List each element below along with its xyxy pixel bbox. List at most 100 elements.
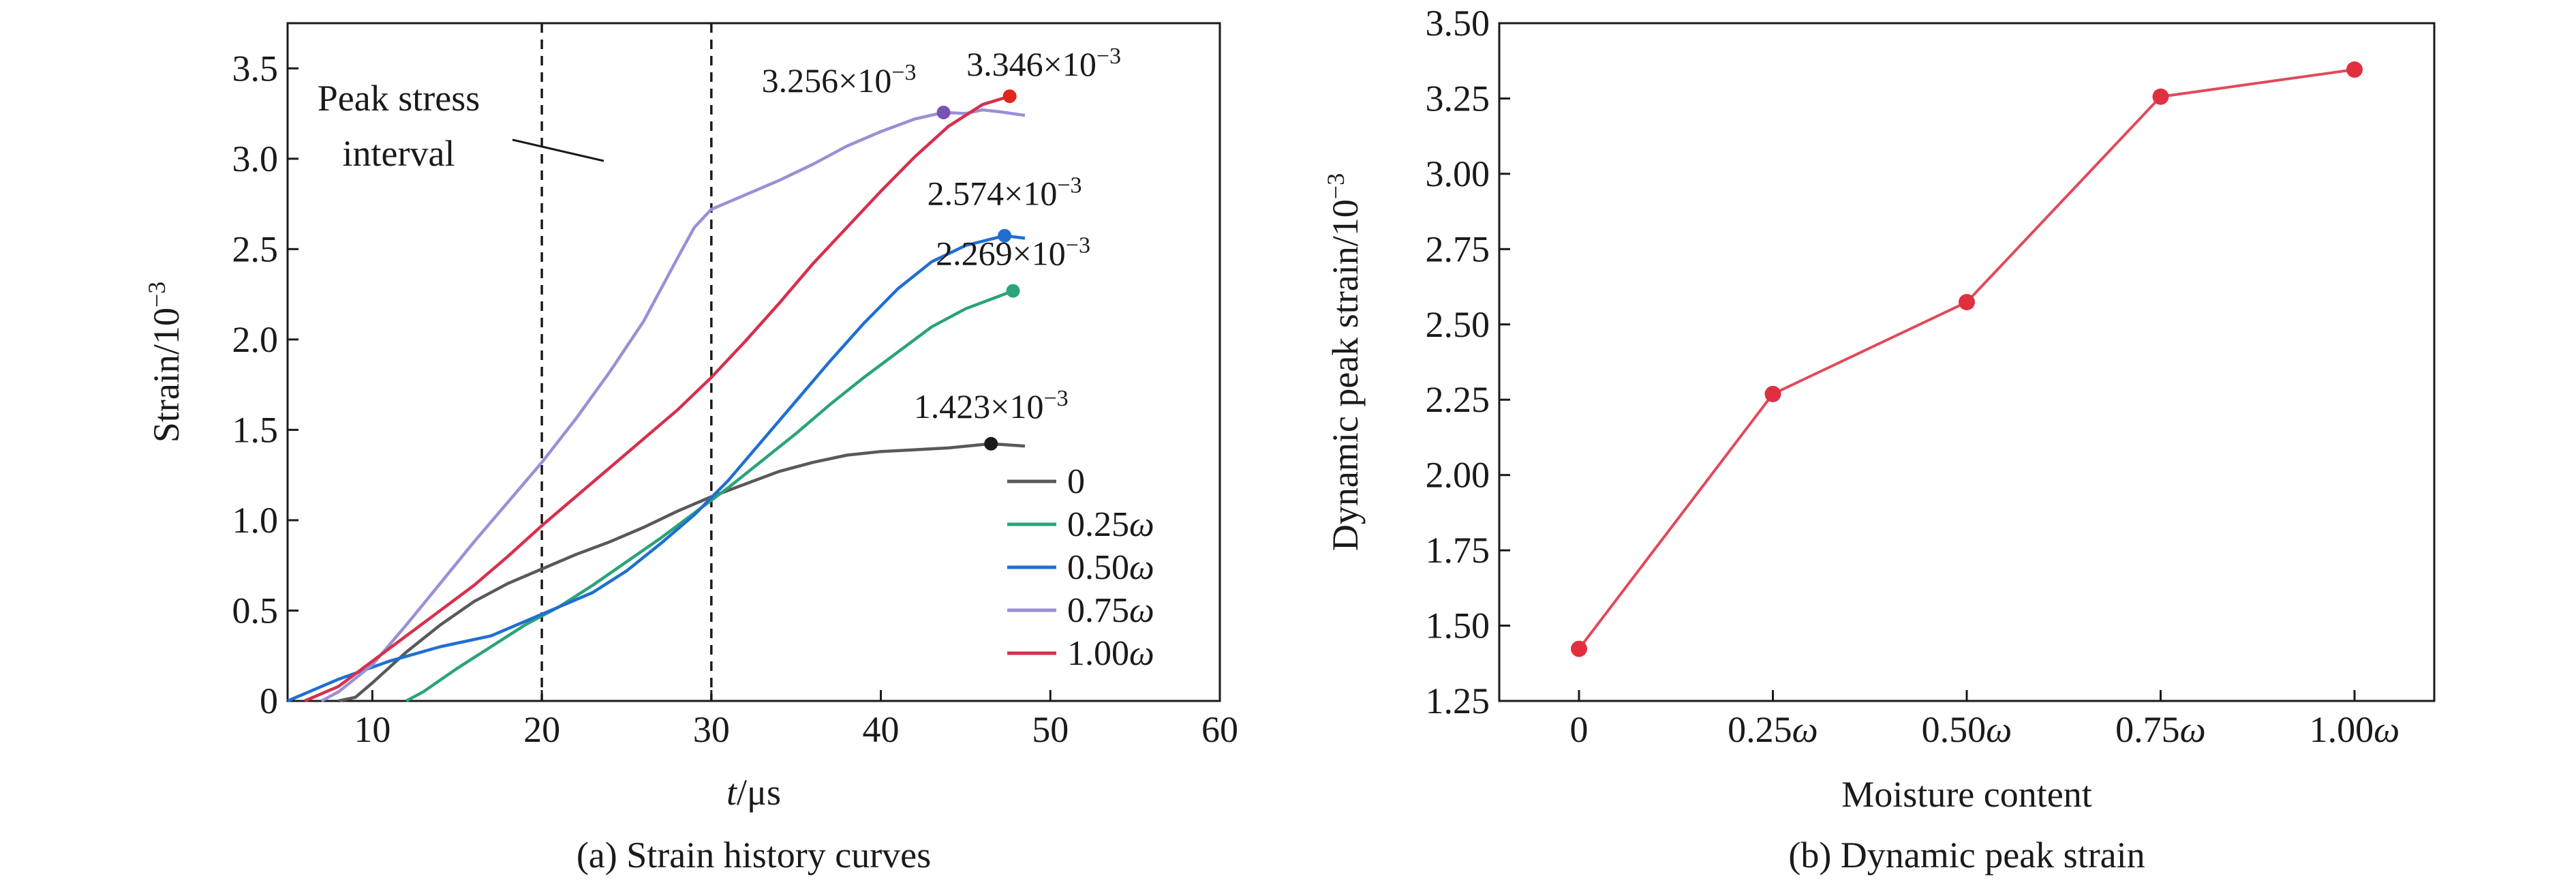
x-tick-label-value: 1.00 xyxy=(2310,709,2374,750)
peak-stress-interval-lines xyxy=(540,23,713,701)
chart-a-frame xyxy=(286,22,1221,702)
y-tick-label: 0.5 xyxy=(232,590,279,631)
y-tick-label: 3.25 xyxy=(1426,78,1490,119)
interval-leader-line xyxy=(512,138,604,162)
chart-b-ticks: 1.25 1.50 1.75 2.00 2.25 2.50 2.75 3.00 3.25 3.50… xyxy=(1426,3,2400,750)
chart-a-caption: (a) Strain history curves xyxy=(577,835,931,875)
chart-a-x-axis-label: t/μs xyxy=(726,772,781,813)
x-axis-label-variable: t xyxy=(726,772,738,813)
strain-history-chart: 10 20 30 40 50 60 0 0.5 1.0 1.5 2.0 2.5 3.0 3.5 1.423… xyxy=(143,22,1239,875)
chart-b-caption: (b) Dynamic peak strain xyxy=(1788,835,2145,875)
peak-marker xyxy=(1006,284,1020,298)
chart-a-ticks: 10 20 30 40 50 60 0 0.5 1.0 1.5 2.0 2.5 3.0 3.5 xyxy=(232,48,1239,750)
peak-label-exponent: −3 xyxy=(891,59,916,85)
y-axis-label-text: Dynamic peak strain/10 xyxy=(1325,199,1366,551)
chart-b-x-axis-label: Moisture content xyxy=(1841,774,2091,815)
peak-label: 2.574×10−3 xyxy=(927,173,1082,213)
y-tick-label: 2.0 xyxy=(232,319,279,360)
y-tick-label: 1.25 xyxy=(1426,680,1490,721)
peak-label-exponent: −3 xyxy=(1057,173,1082,198)
y-tick-label: 2.25 xyxy=(1426,379,1490,420)
legend-label-symbol: ω xyxy=(1129,591,1154,630)
y-axis-label-text: Strain/10 xyxy=(146,308,187,443)
peak-label: 3.346×10−3 xyxy=(966,44,1121,84)
peak-strain-point xyxy=(1764,385,1781,402)
peak-strain-markers xyxy=(1571,61,2363,657)
y-tick-label: 1.5 xyxy=(232,409,279,450)
x-tick-label: 10 xyxy=(354,709,390,750)
peak-label-value: 1.423×10 xyxy=(914,387,1044,425)
y-tick-label: 1.75 xyxy=(1426,530,1490,571)
legend-label-symbol: ω xyxy=(1129,634,1154,673)
x-axis-label-unit: /μs xyxy=(737,772,781,813)
y-tick-label: 1.0 xyxy=(232,500,279,541)
legend-label: 0 xyxy=(1067,462,1085,501)
legend-label-value: 0.50 xyxy=(1067,548,1129,587)
legend-label: 1.00ω xyxy=(1067,634,1154,673)
interval-label-line1: Peak stress xyxy=(318,78,480,119)
peak-marker xyxy=(936,105,951,119)
x-tick-label-symbol: ω xyxy=(1986,709,2012,750)
peak-label-exponent: −3 xyxy=(1066,233,1090,258)
legend-label-symbol: ω xyxy=(1129,548,1154,587)
x-tick-label-value: 0.75 xyxy=(2115,709,2180,750)
x-tick-label: 0 xyxy=(1570,709,1589,750)
x-tick-label: 0.25ω xyxy=(1728,709,1818,750)
x-tick-label-value: 0 xyxy=(1570,709,1589,750)
x-tick-label-symbol: ω xyxy=(2374,709,2399,750)
x-tick-label: 40 xyxy=(863,709,900,750)
interval-label-line2: interval xyxy=(343,133,455,174)
y-tick-label: 2.50 xyxy=(1426,304,1490,345)
y-tick-label: 3.50 xyxy=(1426,3,1490,44)
series-line xyxy=(304,94,1017,703)
legend-label: 0.75ω xyxy=(1067,591,1154,630)
peak-strain-point xyxy=(1571,640,1587,657)
x-tick-label-value: 0.25 xyxy=(1728,709,1792,750)
peak-label-exponent: −3 xyxy=(1043,385,1068,410)
y-tick-label: 2.00 xyxy=(1426,455,1490,496)
legend-label-value: 0.75 xyxy=(1067,591,1129,630)
x-tick-label-symbol: ω xyxy=(1792,709,1818,750)
legend-label-value: 1.00 xyxy=(1067,634,1129,673)
peak-strain-point xyxy=(1959,294,1975,311)
series-line xyxy=(405,289,1017,702)
y-tick-label: 0 xyxy=(260,680,278,721)
peak-label-exponent: −3 xyxy=(1097,44,1121,69)
x-tick-label: 30 xyxy=(693,709,730,750)
dynamic-peak-strain-chart: 1.25 1.50 1.75 2.00 2.25 2.50 2.75 3.00 3.25 3.50… xyxy=(1322,3,2436,875)
y-tick-label: 2.5 xyxy=(232,228,279,269)
series-line xyxy=(338,442,1026,703)
chart-b-y-axis-label: Dynamic peak strain/10−3 xyxy=(1322,173,1366,551)
legend-label: 0.50ω xyxy=(1067,548,1154,587)
y-tick-label: 3.0 xyxy=(232,138,279,179)
chart-a-y-axis-label: Strain/10−3 xyxy=(143,282,187,443)
peak-strain-point xyxy=(2152,88,2169,105)
series-line xyxy=(287,234,1026,703)
chart-a-peak-markers: 1.423×10−32.269×10−32.574×10−33.256×10−3… xyxy=(762,44,1121,451)
x-tick-label: 0.50ω xyxy=(1922,709,2012,750)
peak-label-value: 3.256×10 xyxy=(762,61,892,100)
y-axis-label-exponent: −3 xyxy=(143,282,170,308)
legend-label-symbol: ω xyxy=(1129,505,1154,544)
x-tick-label-symbol: ω xyxy=(2180,709,2206,750)
peak-label: 1.423×10−3 xyxy=(914,385,1069,425)
peak-marker xyxy=(998,228,1012,243)
y-tick-label: 2.75 xyxy=(1426,228,1490,269)
peak-marker xyxy=(1002,89,1017,104)
y-tick-label: 3.00 xyxy=(1426,153,1490,194)
peak-marker xyxy=(984,436,998,451)
legend-label: 0.25ω xyxy=(1067,505,1154,544)
x-tick-label: 50 xyxy=(1032,709,1069,750)
x-tick-label: 60 xyxy=(1201,709,1238,750)
y-axis-label-exponent: −3 xyxy=(1322,173,1349,199)
peak-strain-point xyxy=(2346,61,2363,78)
x-tick-label: 0.75ω xyxy=(2115,709,2206,750)
legend-label-value: 0 xyxy=(1067,462,1085,501)
y-tick-label: 1.50 xyxy=(1426,605,1490,646)
peak-label-value: 3.346×10 xyxy=(966,45,1097,83)
y-tick-label: 3.5 xyxy=(232,48,279,89)
legend-label-value: 0.25 xyxy=(1067,505,1129,544)
